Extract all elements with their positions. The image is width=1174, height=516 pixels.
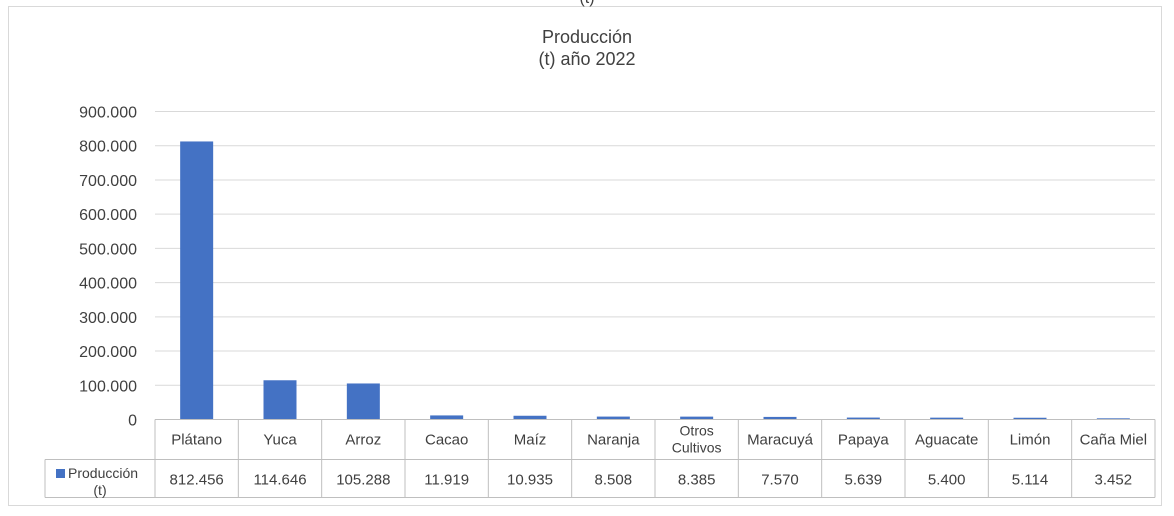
x-tick-label: Yuca [263,432,297,449]
x-tick-label: Naranja [587,432,640,449]
x-tick-label: Aguacate [915,432,978,449]
x-tick-label: Arroz [345,432,381,449]
bar [264,380,297,419]
y-tick-label: 100.000 [79,378,137,395]
y-tick-label: 800.000 [79,139,137,156]
data-label: 8.385 [678,472,716,489]
y-tick-label: 600.000 [79,207,137,224]
data-label: 5.400 [928,472,966,489]
data-label: 5.639 [845,472,883,489]
data-label: 5.114 [1012,472,1048,489]
data-label: 10.935 [507,472,553,489]
data-label: 11.919 [424,472,469,489]
x-tick-label: Otros [680,423,714,439]
y-tick-label: 300.000 [79,310,137,327]
x-tick-label: Plátano [171,432,222,449]
y-tick-label: 200.000 [79,344,137,361]
x-tick-label: Maracuyá [747,432,814,449]
bar [347,383,380,419]
legend-label: (t) [93,482,106,498]
x-tick-label: Limón [1010,432,1051,449]
x-tick-label: Caña Miel [1080,432,1148,449]
data-label: 3.452 [1095,472,1133,489]
legend-swatch [56,469,65,478]
data-label: 812.456 [170,472,224,489]
bar [180,141,213,419]
legend-label: Producción [68,465,138,481]
data-label: 114.646 [253,472,306,489]
x-tick-label: Cacao [425,432,468,449]
x-tick-label: Cultivos [672,440,722,456]
data-label: 8.508 [595,472,633,489]
y-tick-label: 400.000 [79,276,137,293]
y-tick-label: 0 [128,413,137,430]
bar [430,415,463,419]
x-tick-label: Papaya [838,432,890,449]
y-tick-label: 700.000 [79,173,137,190]
y-tick-label: 900.000 [79,105,137,122]
x-tick-label: Maíz [514,432,547,449]
y-tick-label: 500.000 [79,241,137,258]
bar [514,416,547,420]
data-label: 105.288 [336,472,390,489]
data-label: 7.570 [761,472,799,489]
